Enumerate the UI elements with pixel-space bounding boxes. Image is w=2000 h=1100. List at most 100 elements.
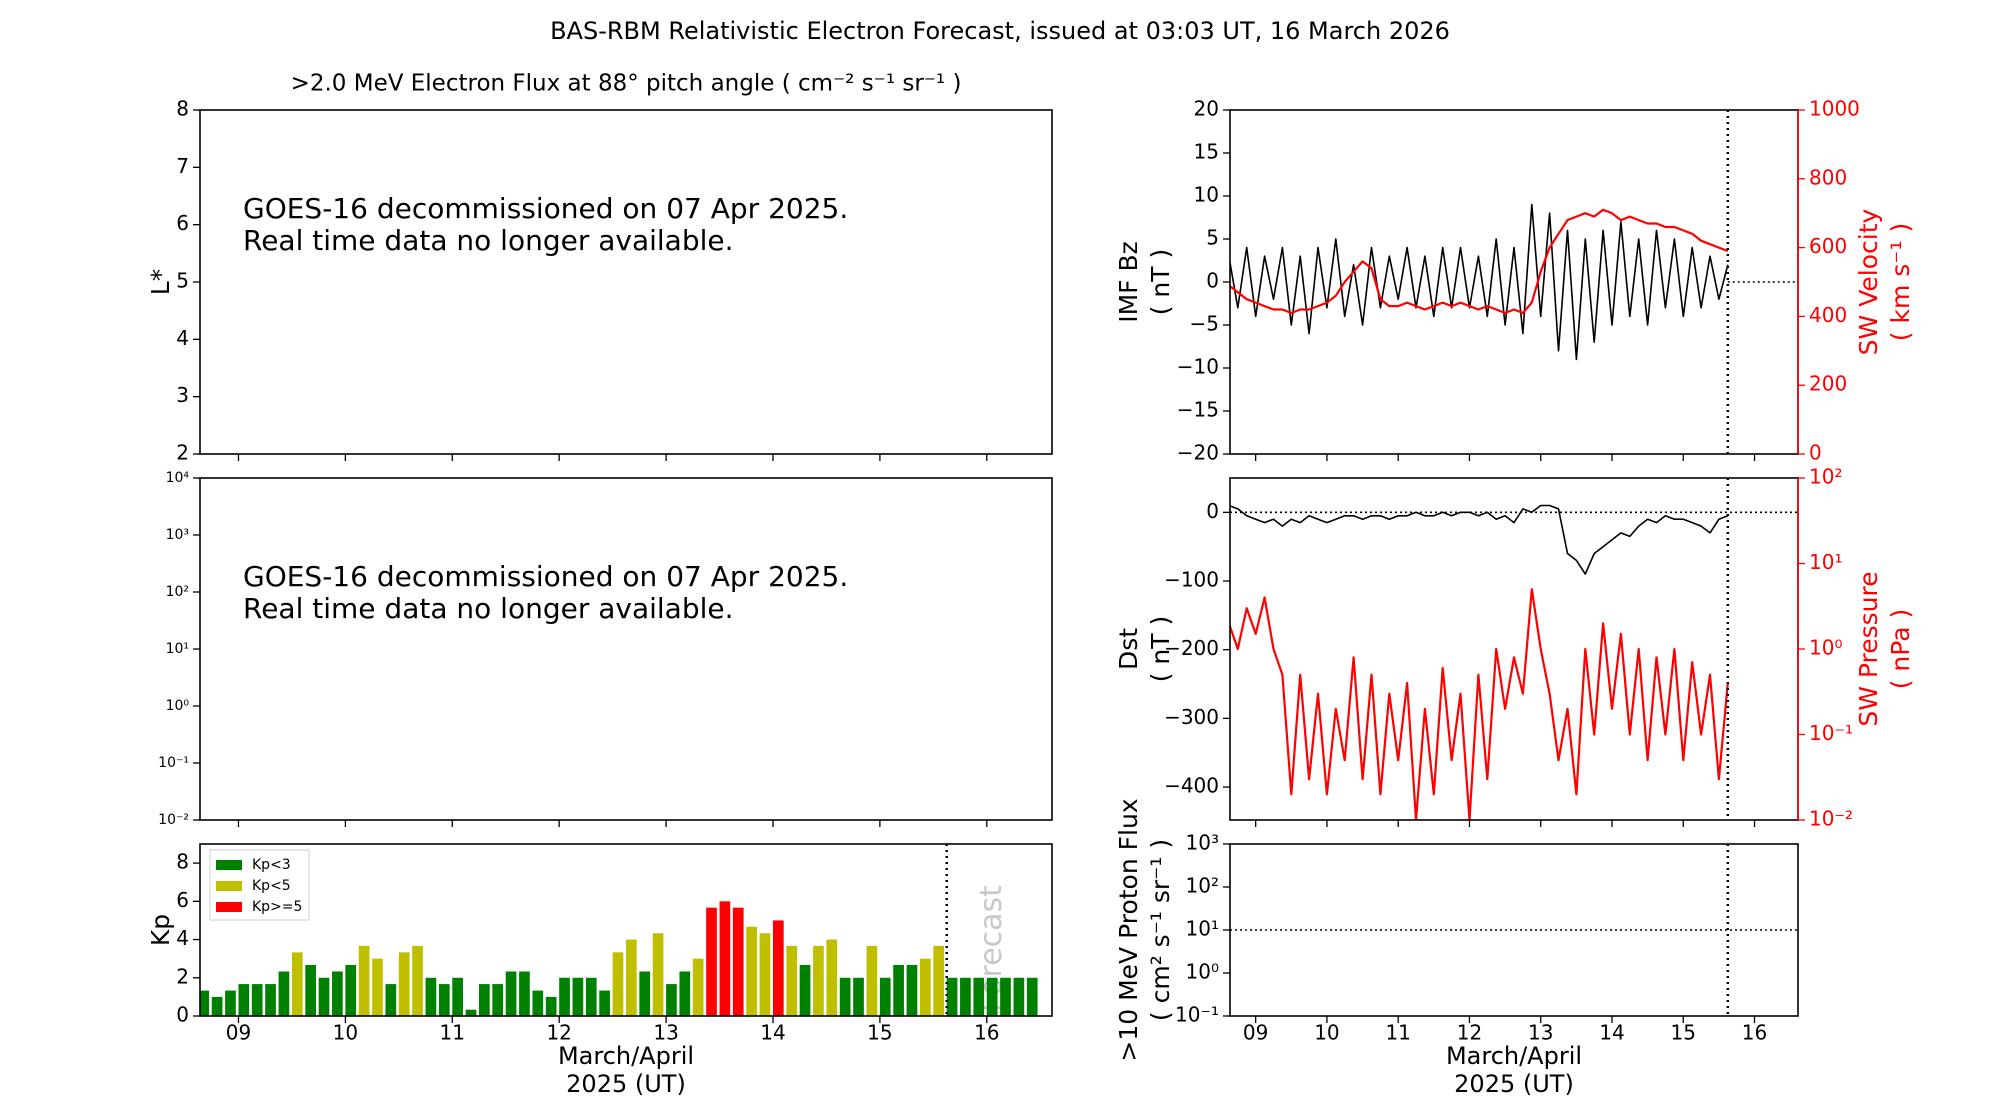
bar <box>492 984 504 1016</box>
y-tick-label: 20 <box>1194 97 1219 121</box>
axes-frame <box>199 843 1053 1017</box>
y-axis-label: ( nT ) <box>1146 616 1175 683</box>
y2-tick-label: 600 <box>1809 234 1847 258</box>
y-tick-label: 10³ <box>1186 831 1219 855</box>
bar <box>986 977 998 1016</box>
x-tick-label: 13 <box>653 1021 678 1045</box>
x-tick-label: 14 <box>760 1021 785 1045</box>
bar <box>425 977 437 1016</box>
bar <box>345 964 357 1016</box>
y-axis-label: Dst <box>1114 628 1143 670</box>
bar <box>612 952 624 1016</box>
bar <box>465 1009 477 1016</box>
bar <box>412 945 423 1016</box>
x-tick-label: 14 <box>1599 1021 1624 1045</box>
y2-tick-label: 800 <box>1809 165 1847 189</box>
bar <box>398 952 410 1016</box>
y-tick-label: 5 <box>176 269 189 293</box>
bar <box>866 945 878 1016</box>
y2-axis-label: SW Pressure <box>1854 571 1883 726</box>
x-tick-label: 15 <box>867 1021 892 1045</box>
bar <box>732 907 744 1016</box>
bar <box>1000 977 1011 1016</box>
y2-tick-label: 10¹ <box>1809 550 1842 574</box>
bar <box>759 933 771 1016</box>
bar <box>706 907 717 1016</box>
bar <box>692 958 704 1016</box>
annotation: Real time data no longer available. <box>243 592 734 625</box>
y2-tick-label: 1000 <box>1809 97 1860 121</box>
x-tick-label: 12 <box>1457 1021 1482 1045</box>
y-tick-label: −100 <box>1164 568 1219 592</box>
y-axis-label: ( nT ) <box>1146 249 1175 316</box>
line <box>1230 208 1729 315</box>
y2-tick-label: 10⁻² <box>1809 807 1853 831</box>
plot-area: Forecast <box>200 844 1038 1016</box>
bar <box>332 971 343 1016</box>
y-tick-label: −15 <box>1177 398 1219 422</box>
y-tick-label: 10² <box>1186 874 1219 898</box>
y-axis-label: L* <box>146 269 175 295</box>
bar <box>746 926 757 1016</box>
y-tick-label: 6 <box>176 211 189 235</box>
bar <box>358 945 370 1016</box>
annotation: GOES-16 decommissioned on 07 Apr 2025. <box>243 192 848 225</box>
y2-tick-label: 10² <box>1809 465 1842 489</box>
y-tick-label: −10 <box>1177 355 1219 379</box>
plot-area <box>1230 844 1798 1016</box>
y-tick-label: 10¹ <box>1186 917 1219 941</box>
x-tick-label: 13 <box>1528 1021 1553 1045</box>
y-tick-label: 15 <box>1194 140 1219 164</box>
figure-title: BAS-RBM Relativistic Electron Forecast, … <box>550 17 1450 45</box>
plot-area <box>1230 478 1798 820</box>
y-tick-label: 10² <box>166 584 189 600</box>
y-tick-label: 4 <box>176 926 189 950</box>
line <box>1230 588 1729 820</box>
y-tick-label: 0 <box>176 1003 189 1027</box>
x-tick-label: 16 <box>1742 1021 1767 1045</box>
bar <box>679 971 691 1016</box>
x-tick-label: 11 <box>440 1021 465 1045</box>
y-tick-label: 10⁻¹ <box>158 755 189 771</box>
y2-tick-label: 0 <box>1809 441 1822 465</box>
bar <box>211 996 223 1016</box>
bar <box>719 901 731 1016</box>
y-tick-label: 0 <box>1206 499 1219 523</box>
y2-tick-label: 10⁻¹ <box>1809 721 1853 745</box>
x-tick-label: 15 <box>1671 1021 1696 1045</box>
y-tick-label: 3 <box>176 383 189 407</box>
y-tick-label: −400 <box>1164 774 1219 798</box>
y-tick-label: 10⁴ <box>166 470 190 486</box>
y2-tick-label: 400 <box>1809 303 1847 327</box>
y2-tick-label: 200 <box>1809 372 1847 396</box>
y-tick-label: −5 <box>1190 312 1219 336</box>
y-tick-label: 2 <box>176 441 189 465</box>
y2-axis-label: SW Velocity <box>1854 208 1883 355</box>
bar <box>772 920 784 1016</box>
y-tick-label: 10⁰ <box>166 698 190 714</box>
bar <box>532 990 544 1016</box>
y-tick-label: 4 <box>176 326 189 350</box>
bar <box>1013 977 1025 1016</box>
bar <box>919 958 931 1016</box>
y-tick-label: 8 <box>176 97 189 121</box>
bar <box>251 984 263 1016</box>
y2-tick-label: 10⁰ <box>1809 636 1842 660</box>
y2-axis-label: ( nPa ) <box>1886 609 1915 690</box>
y-tick-label: −200 <box>1164 636 1219 660</box>
bar <box>438 984 450 1016</box>
x-axis-label: March/April <box>1446 1042 1582 1070</box>
line <box>1230 203 1729 361</box>
bar <box>479 984 490 1016</box>
y-axis-label: ( cm² s⁻¹ sr⁻¹ ) <box>1146 839 1175 1021</box>
bar <box>853 977 864 1016</box>
bar <box>906 964 918 1016</box>
y-tick-label: 5 <box>1206 226 1219 250</box>
legend-label: Kp<5 <box>252 878 291 894</box>
y-tick-label: −20 <box>1177 441 1219 465</box>
bar <box>265 984 276 1016</box>
annotation: GOES-16 decommissioned on 07 Apr 2025. <box>243 560 848 593</box>
axes-frame <box>199 477 1053 821</box>
